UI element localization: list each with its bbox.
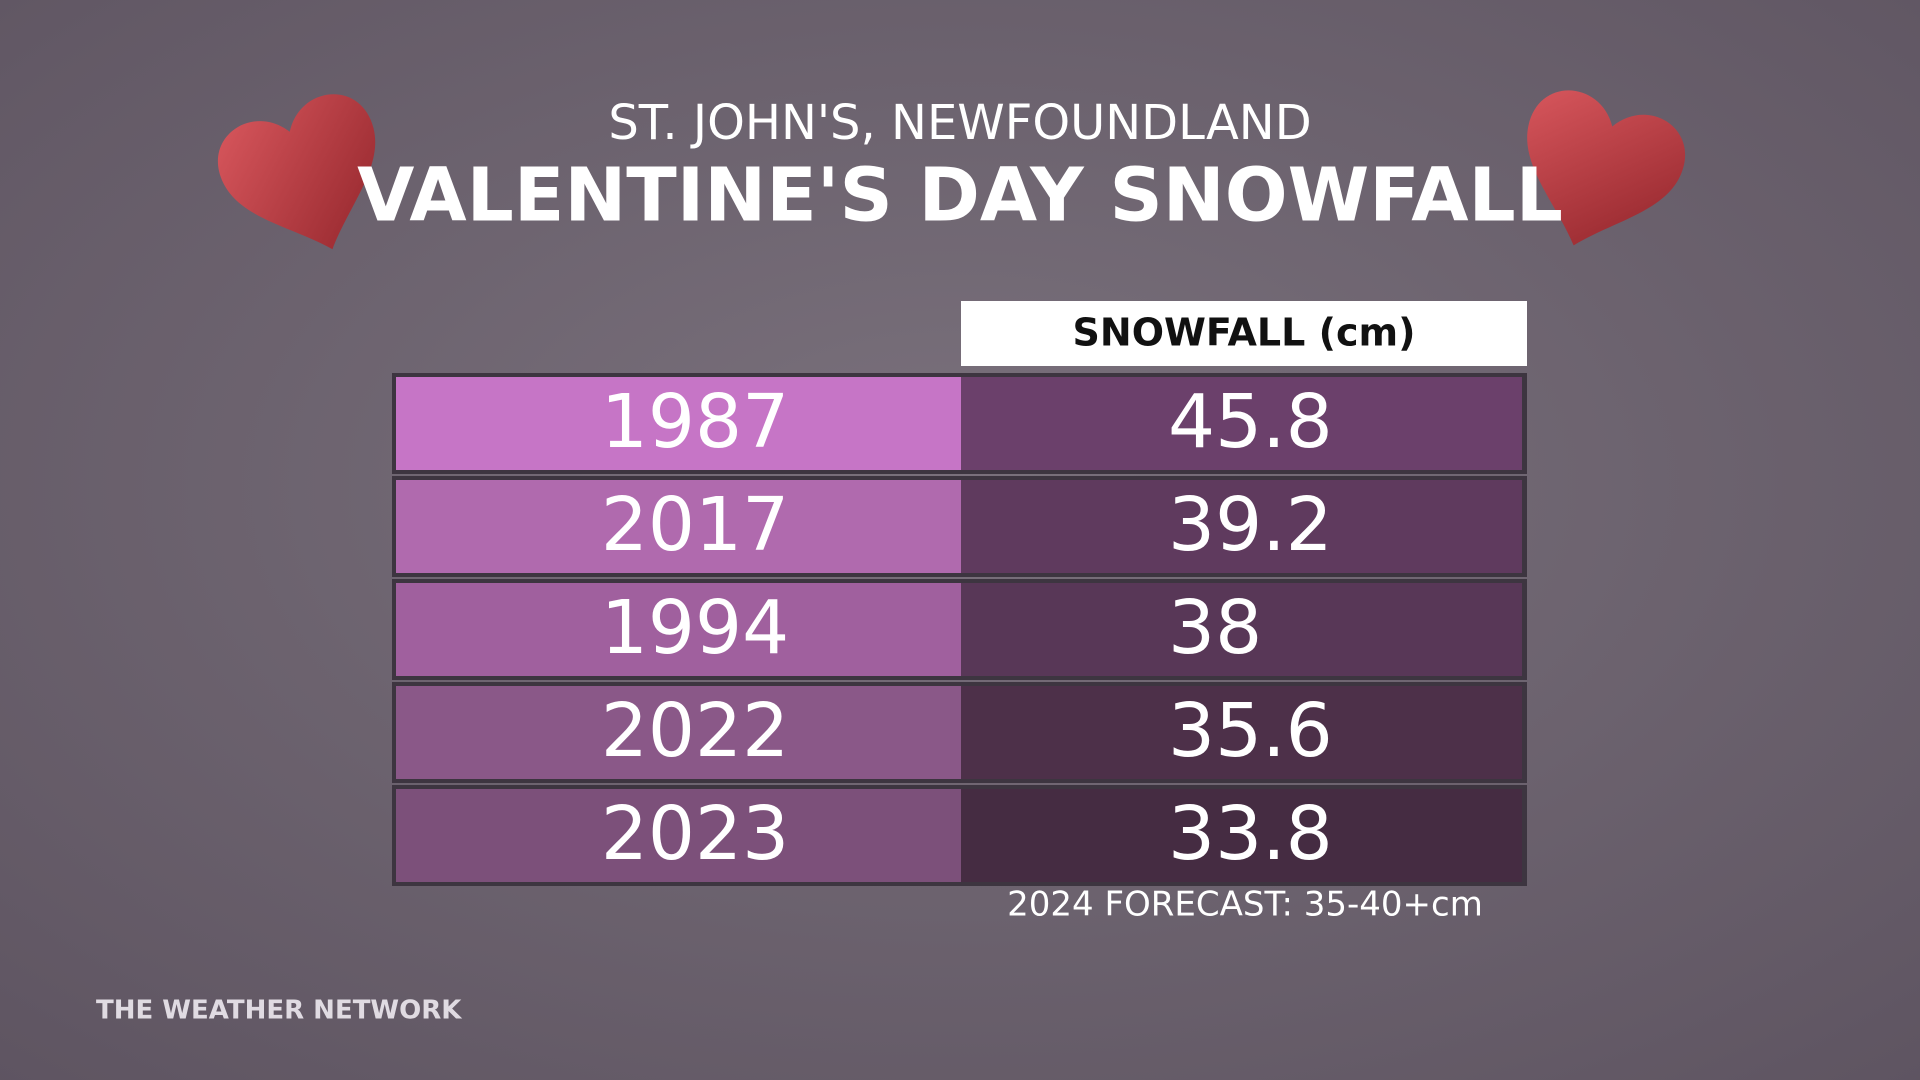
value-cell — [961, 789, 1522, 882]
column-header-box — [961, 301, 1527, 366]
year: 2023 — [601, 791, 789, 877]
footnote: 2024 FORECAST: 35-40+cm — [1007, 885, 1483, 925]
title: VALENTINE'S DAY SNOWFALL — [357, 153, 1563, 239]
snowfall-value: 35.6 — [1168, 688, 1333, 774]
year: 2017 — [601, 482, 789, 568]
year-cell — [396, 480, 961, 573]
column-header: SNOWFALL (cm) — [1073, 311, 1416, 355]
year-cell — [396, 583, 961, 676]
snowfall-value: 39.2 — [1168, 482, 1333, 568]
value-cell — [961, 377, 1522, 470]
value-cell — [961, 480, 1522, 573]
year-cell — [396, 789, 961, 882]
heart-icon — [1527, 90, 1686, 246]
value-cell — [961, 686, 1522, 779]
year-cell — [396, 686, 961, 779]
year: 2022 — [601, 688, 789, 774]
snowfall-value: 33.8 — [1168, 791, 1333, 877]
snowfall-value: 45.8 — [1168, 379, 1333, 465]
subtitle: ST. JOHN'S, NEWFOUNDLAND — [608, 95, 1311, 151]
value-cell — [961, 583, 1522, 676]
year-cell — [396, 377, 961, 470]
heart-icon — [217, 94, 376, 250]
brand: THE WEATHER NETWORK — [96, 996, 462, 1026]
year: 1987 — [601, 379, 789, 465]
table: 1987 45.8 2017 39.2 1994 38 2022 35.6 2023 33.8 — [392, 373, 1527, 886]
year: 1994 — [601, 585, 789, 671]
snowfall-value: 38 — [1168, 585, 1262, 671]
